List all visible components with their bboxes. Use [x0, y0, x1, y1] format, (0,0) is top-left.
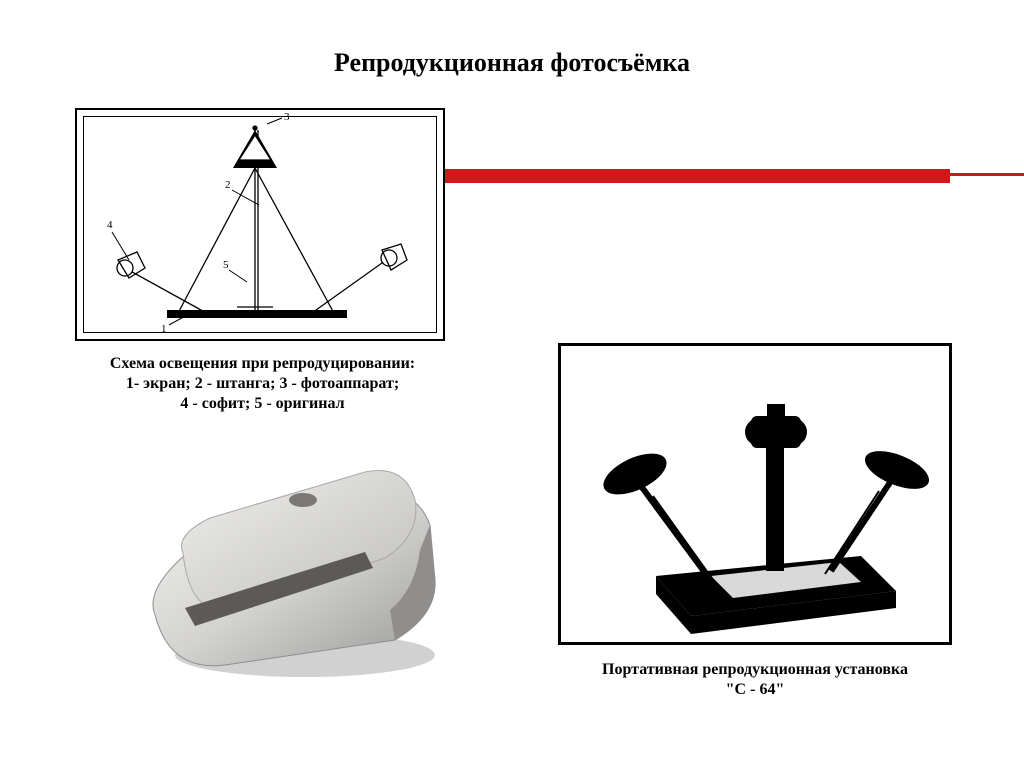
scanner-svg [115, 440, 455, 690]
diagram-caption-line2: 1- экран; 2 - штанга; 3 - фотоаппарат; [65, 374, 460, 394]
page-title: Репродукционная фотосъёмка [0, 48, 1024, 78]
device-panel [558, 343, 952, 645]
diagram-caption: Схема освещения при репродуцировании: 1-… [65, 354, 460, 414]
reproduction-device-svg [561, 346, 955, 648]
diagram-panel: 3 2 4 5 1 [75, 108, 445, 341]
diagram-caption-line3: 4 - софит; 5 - оригинал [65, 394, 460, 414]
diagram-caption-line1: Схема освещения при репродуцировании: [65, 354, 460, 374]
device-caption-line2: "С - 64" [550, 680, 960, 700]
diagram-inner-border [83, 116, 437, 333]
scanner-illustration [115, 440, 455, 690]
device-caption-line1: Портативная репродукционная установка [550, 660, 960, 680]
device-caption: Портативная репродукционная установка "С… [550, 660, 960, 700]
